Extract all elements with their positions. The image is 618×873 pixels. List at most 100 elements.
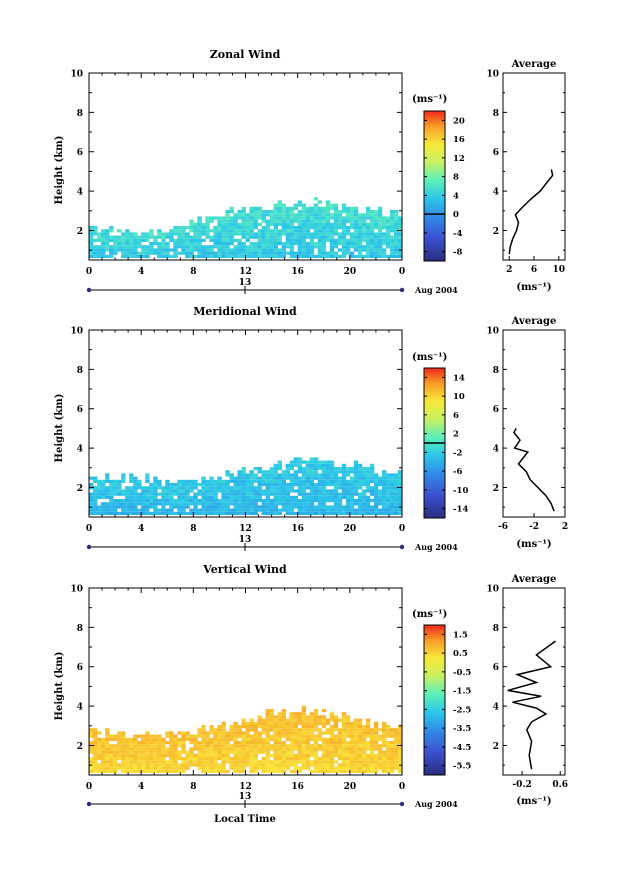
field-cell — [165, 245, 170, 249]
field-cell — [389, 753, 395, 757]
field-cell — [289, 715, 295, 719]
field-cell — [165, 508, 170, 512]
field-cell — [217, 226, 222, 230]
field-cell — [397, 251, 403, 255]
field-cell — [105, 766, 110, 770]
colorbar-tick-label: 4 — [453, 191, 459, 201]
field-cell — [341, 712, 347, 716]
field-cell — [353, 213, 359, 217]
field-cell — [177, 741, 182, 745]
field-cell — [293, 226, 299, 230]
field-cell — [341, 505, 347, 509]
field-cell — [225, 213, 230, 217]
field-cell — [373, 728, 379, 732]
field-cell — [205, 232, 210, 236]
field-cell — [241, 505, 246, 509]
field-cell — [141, 248, 146, 252]
field-cell — [237, 508, 242, 512]
field-cell — [249, 508, 254, 512]
field-cell — [125, 251, 130, 255]
field-cell — [237, 750, 242, 754]
field-cell — [237, 725, 242, 729]
field-cell — [269, 763, 274, 767]
field-cell — [309, 235, 315, 239]
field-cell — [209, 744, 214, 748]
field-cell — [117, 242, 122, 246]
field-cell — [273, 744, 278, 748]
field-cell — [261, 741, 266, 745]
field-cell — [253, 499, 258, 503]
field-cell — [225, 238, 230, 242]
field-cell — [181, 492, 186, 496]
field-cell — [389, 489, 395, 493]
field-cell — [277, 747, 283, 751]
field-cell — [173, 502, 178, 506]
field-cell — [221, 769, 226, 773]
field-cell — [257, 467, 262, 471]
field-cell — [209, 219, 214, 223]
field-cell — [93, 731, 98, 735]
field-cell — [237, 731, 242, 735]
field-cell — [341, 744, 347, 748]
field-cell — [377, 744, 383, 748]
x-tick-label: 8 — [190, 524, 196, 534]
field-cell — [273, 254, 278, 258]
field-cell — [353, 219, 359, 223]
field-cell — [281, 721, 287, 725]
field-cell — [89, 495, 94, 499]
field-cell — [169, 235, 174, 239]
field-cell — [109, 248, 114, 252]
field-cell — [337, 753, 343, 757]
field-cell — [201, 766, 206, 770]
field-cell — [349, 502, 355, 506]
field-cell — [221, 479, 226, 483]
field-cell — [137, 760, 142, 764]
field-cell — [317, 499, 323, 503]
field-cell — [345, 718, 351, 722]
field-cell — [145, 731, 150, 735]
field-cell — [141, 489, 146, 493]
field-cell — [333, 213, 339, 217]
field-cell — [221, 245, 226, 249]
field-cell — [89, 511, 94, 515]
field-cell — [273, 489, 278, 493]
field-cell — [125, 753, 130, 757]
field-cell — [297, 216, 303, 220]
field-cell — [309, 760, 315, 764]
field-cell — [369, 226, 375, 230]
field-cell — [333, 737, 339, 741]
field-cell — [245, 757, 250, 761]
field-cell — [145, 763, 150, 767]
field-cell — [165, 232, 170, 236]
field-cell — [349, 489, 355, 493]
field-cell — [117, 248, 122, 252]
field-cell — [389, 483, 395, 487]
field-cell — [281, 744, 287, 748]
field-cell — [381, 766, 387, 770]
field-cell — [289, 721, 295, 725]
field-cell — [317, 747, 323, 751]
field-cell — [305, 235, 311, 239]
field-cell — [117, 486, 122, 490]
field-cell — [249, 737, 254, 741]
field-cell — [225, 248, 230, 252]
field-cell — [225, 229, 230, 233]
average-y-tick-label: 2 — [493, 227, 499, 237]
field-cell — [289, 499, 295, 503]
field-cell — [337, 734, 343, 738]
field-cell — [265, 502, 270, 506]
field-cell — [253, 492, 258, 496]
field-cell — [133, 476, 138, 480]
field-cell — [273, 511, 278, 515]
field-cell — [317, 502, 323, 506]
field-cell — [229, 728, 234, 732]
field-cell — [225, 750, 230, 754]
field-cell — [393, 760, 399, 764]
y-tick-label: 2 — [77, 742, 83, 752]
field-cell — [269, 238, 274, 242]
field-cell — [321, 766, 327, 770]
field-cell — [149, 753, 154, 757]
field-cell — [321, 499, 327, 503]
panel-title: Vertical Wind — [202, 563, 287, 576]
